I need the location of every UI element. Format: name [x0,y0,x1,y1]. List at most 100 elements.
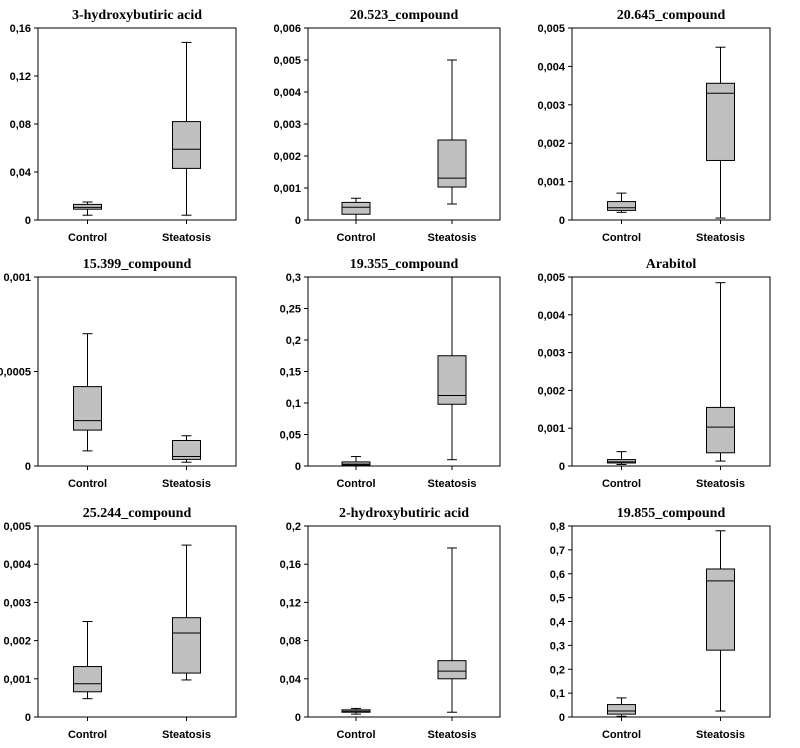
box-control [607,451,636,465]
y-tick-label: 0,006 [273,23,301,35]
x-category-label: Steatosis [162,729,211,741]
y-tick-label: 0,1 [550,688,565,700]
x-category-label: Steatosis [428,232,477,244]
y-tick-label: 0 [25,215,31,227]
y-tick-label: 0 [559,712,565,724]
y-tick-label: 0,001 [537,177,565,189]
x-category-label: Control [602,729,641,741]
y-tick-label: 0,3 [286,272,301,284]
y-tick-label: 0,16 [280,559,301,571]
y-tick-label: 0,004 [537,310,565,322]
iqr-box [706,82,735,161]
iqr-box [172,617,201,674]
box-control [73,621,102,700]
iqr-box [437,139,467,188]
plot-frame [571,27,771,221]
iqr-box [73,386,102,431]
y-tick-label: 0,0005 [0,367,31,379]
box-control [341,456,371,467]
y-tick-label: 0,16 [10,23,31,35]
box-steatosis [706,282,735,462]
y-tick-label: 0,2 [286,335,301,347]
y-tick-label: 0,003 [273,119,301,131]
y-tick-label: 0 [559,461,565,473]
x-category-label: Control [68,478,107,490]
y-tick-label: 0,001 [537,423,565,435]
iqr-box [73,666,102,693]
iqr-box [341,201,371,215]
x-category-label: Steatosis [428,729,477,741]
y-tick-label: 0,1 [286,398,301,410]
iqr-box [73,203,102,210]
plot-frame [571,525,771,718]
y-tick-label: 0,8 [550,521,565,533]
chart-title: 3-hydroxybutiric acid [72,8,202,23]
y-tick-label: 0,4 [550,617,566,629]
box-control [341,707,371,715]
x-category-label: Steatosis [696,478,745,490]
x-category-label: Control [68,232,107,244]
x-category-label: Control [602,232,641,244]
iqr-box [437,660,467,680]
iqr-box [607,201,636,211]
x-category-label: Steatosis [428,478,477,490]
iqr-box [172,121,201,169]
y-tick-label: 0,08 [10,119,31,131]
y-tick-label: 0,005 [3,521,31,533]
box-steatosis [437,59,467,205]
y-tick-label: 0,002 [3,636,31,648]
chart-title: 15.399_compound [83,257,192,272]
y-tick-label: 0,003 [3,597,31,609]
y-tick-label: 0 [295,712,301,724]
y-tick-label: 0,6 [550,569,565,581]
plot-frame [37,525,237,718]
plot-frame [37,276,237,467]
iqr-box [607,704,636,715]
box-steatosis [437,276,467,461]
plot-frame [307,276,501,467]
chart-title: 25.244_compound [83,506,192,521]
y-tick-label: 0,002 [537,385,565,397]
y-tick-label: 0,003 [537,100,565,112]
y-tick-label: 0,5 [550,593,565,605]
y-tick-label: 0,002 [537,138,565,150]
chart-title: 19.355_compound [350,257,459,272]
box-steatosis [437,547,467,713]
x-category-label: Control [336,232,375,244]
box-control [341,197,371,221]
y-tick-label: 0,005 [537,23,565,35]
y-tick-label: 0,08 [280,636,301,648]
plot-frame [37,27,237,221]
y-tick-label: 0,004 [537,61,565,73]
box-steatosis [706,530,735,712]
x-category-label: Control [602,478,641,490]
y-tick-label: 0,04 [10,167,32,179]
y-tick-label: 0,004 [273,87,301,99]
y-tick-label: 0 [559,215,565,227]
x-category-label: Steatosis [162,478,211,490]
x-category-label: Control [336,478,375,490]
y-tick-label: 0,15 [280,367,301,379]
chart-title: 20.645_compound [617,8,726,23]
box-steatosis [172,435,201,463]
x-category-label: Steatosis [696,232,745,244]
box-steatosis [172,41,201,216]
chart-title: 2-hydroxybutiric acid [339,506,469,521]
y-tick-label: 0,003 [537,348,565,360]
y-tick-label: 0,25 [280,304,301,316]
y-tick-label: 0,12 [280,597,301,609]
box-steatosis [706,46,735,219]
plot-frame [571,276,771,467]
y-tick-label: 0 [25,461,31,473]
x-category-label: Control [336,729,375,741]
y-tick-label: 0,005 [537,272,565,284]
y-tick-label: 0,2 [286,521,301,533]
